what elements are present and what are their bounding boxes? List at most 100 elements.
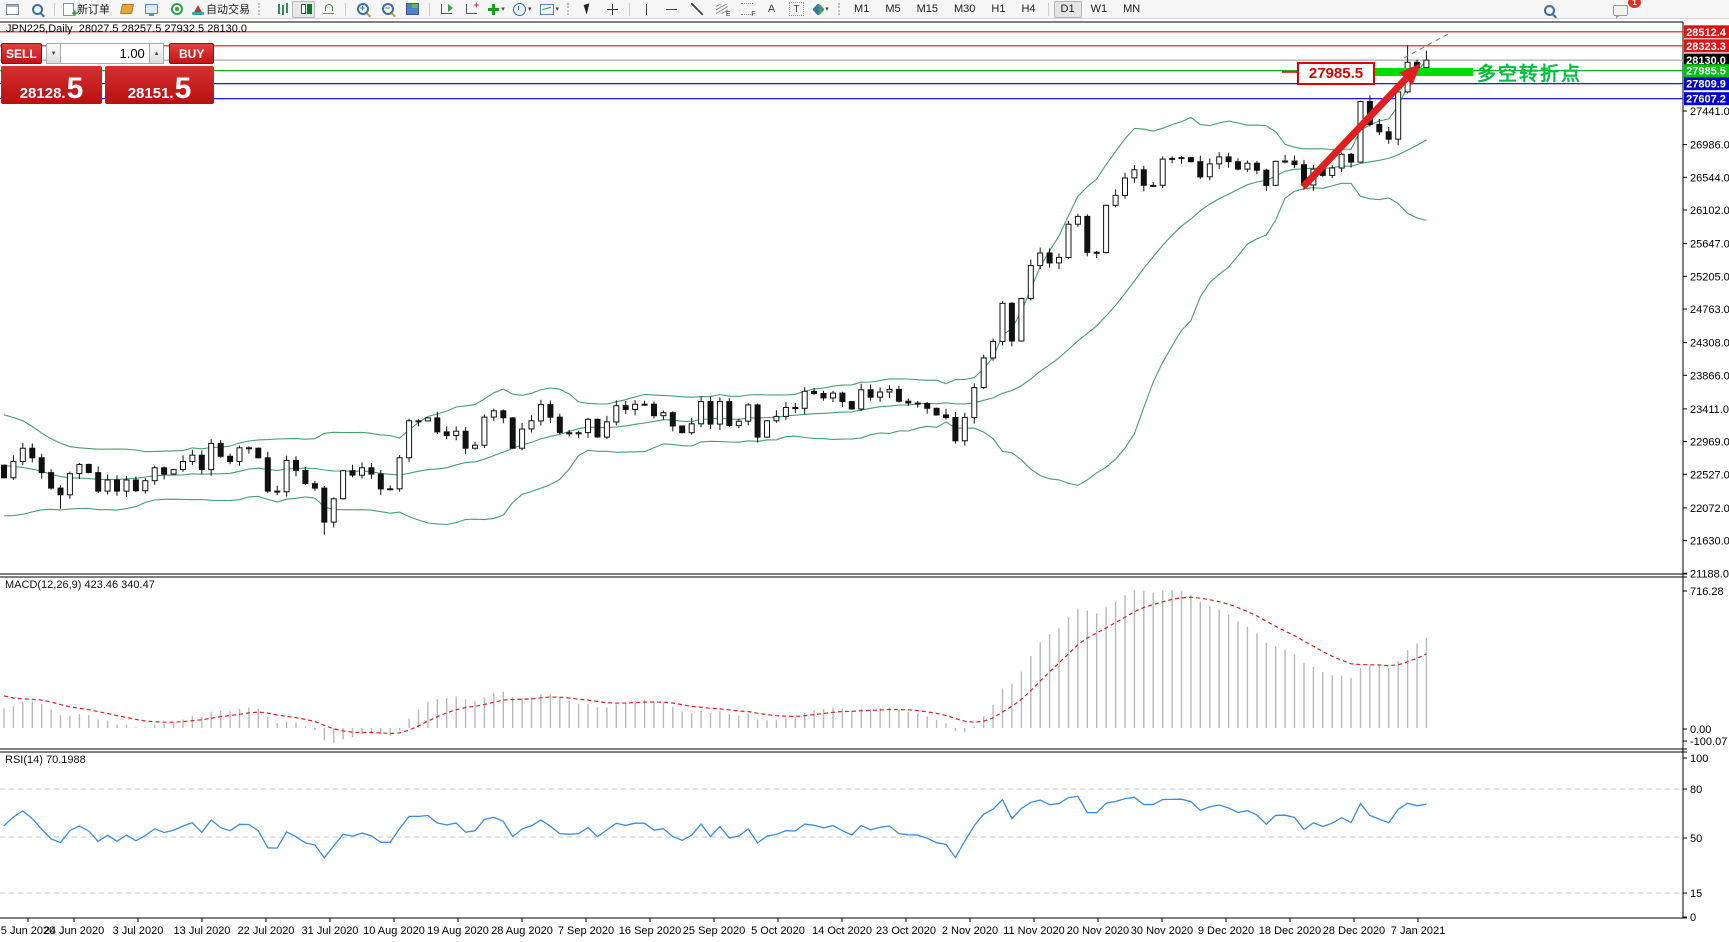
svg-text:3 Jul 2020: 3 Jul 2020	[113, 925, 164, 937]
svg-text:26986.0: 26986.0	[1690, 140, 1729, 152]
svg-text:24 Jun 2020: 24 Jun 2020	[44, 925, 105, 937]
svg-text:25205.0: 25205.0	[1690, 271, 1729, 283]
tab-m30[interactable]: M30	[954, 2, 976, 15]
new-order-button[interactable]: 新订单	[60, 1, 113, 20]
auto-trading-label: 自动交易	[206, 4, 250, 16]
notifications-button[interactable]: 1	[1609, 0, 1641, 19]
one-click-trading-panel: SELL ▼ 1.00 ▲ BUY 28128. 5 28151. 5	[1, 43, 214, 104]
svg-text:28512.4: 28512.4	[1686, 27, 1727, 39]
macd-indicator-label: MACD(12,26,9) 423.46 340.47	[5, 579, 155, 591]
equidistant-channel-tool-icon[interactable]	[710, 1, 733, 18]
sell-price-box[interactable]: 28128. 5	[1, 66, 102, 104]
sell-button[interactable]: SELL	[1, 43, 42, 64]
svg-text:26544.0: 26544.0	[1690, 172, 1729, 184]
toolbar-separator	[345, 2, 346, 16]
svg-text:27607.2: 27607.2	[1686, 94, 1726, 106]
tile-windows-icon[interactable]	[401, 1, 424, 18]
svg-text:26102.0: 26102.0	[1690, 205, 1729, 217]
arrows-tool-icon[interactable]: ▾	[810, 1, 833, 18]
new-order-icon	[63, 2, 78, 20]
toolbar-separator	[1047, 2, 1049, 16]
svg-text:28 Aug 2020: 28 Aug 2020	[491, 925, 553, 937]
svg-text:80: 80	[1690, 784, 1702, 796]
rsi-indicator-label: RSI(14) 70.1988	[5, 754, 86, 766]
chart-title: JPN225,Daily 28027.5 28257.5 27932.5 281…	[6, 23, 247, 35]
buy-button[interactable]: BUY	[169, 43, 214, 64]
line-chart-icon[interactable]	[317, 1, 340, 18]
main-toolbar: 新订单 自动交易 + − ▾ ▾ ▾ ▾ M1	[0, 0, 1729, 20]
svg-text:21630.0: 21630.0	[1690, 536, 1729, 548]
svg-text:9 Dec 2020: 9 Dec 2020	[1198, 925, 1254, 937]
auto-trading-button[interactable]: 自动交易	[190, 1, 253, 18]
tab-h1[interactable]: H1	[991, 2, 1006, 15]
tab-m5[interactable]: M5	[885, 2, 901, 15]
svg-text:28 Dec 2020: 28 Dec 2020	[1323, 925, 1385, 937]
crosshair-tool-icon[interactable]	[601, 1, 624, 18]
template-button[interactable]: ▾	[537, 1, 563, 18]
volume-decrease-button[interactable]: ▼	[45, 43, 62, 64]
plus-icon	[488, 3, 500, 15]
sell-price: 28128.	[19, 85, 66, 102]
buy-price: 28151.	[127, 85, 174, 102]
toolbar-separator	[54, 2, 55, 16]
price-level-annotation[interactable]: 27985.5	[1297, 62, 1375, 85]
terminal-icon[interactable]	[140, 1, 163, 18]
signals-icon[interactable]	[165, 1, 188, 18]
svg-text:30 Nov 2020: 30 Nov 2020	[1131, 925, 1193, 937]
fibonacci-tool-icon[interactable]	[735, 1, 758, 18]
svg-text:27441.0: 27441.0	[1690, 106, 1729, 118]
volume-increase-button[interactable]: ▲	[148, 43, 165, 64]
template-icon	[539, 3, 554, 15]
search-icon[interactable]	[1538, 2, 1561, 19]
horizontal-line-tool-icon[interactable]	[660, 1, 683, 18]
svg-text:21188.0: 21188.0	[1690, 568, 1729, 580]
clock-icon	[513, 2, 526, 16]
buy-price-box[interactable]: 28151. 5	[105, 66, 214, 104]
tab-d1[interactable]: D1	[1053, 0, 1082, 18]
auto-scroll-icon[interactable]	[435, 1, 458, 18]
tab-mn[interactable]: MN	[1123, 2, 1141, 15]
bar-chart-icon[interactable]	[267, 1, 290, 18]
candlestick-chart-icon[interactable]	[292, 0, 315, 18]
svg-text:19 Aug 2020: 19 Aug 2020	[427, 925, 489, 937]
zoom-out-icon[interactable]: −	[376, 1, 399, 18]
svg-text:14 Oct 2020: 14 Oct 2020	[812, 925, 872, 937]
tab-m15[interactable]: M15	[916, 2, 938, 15]
svg-text:10 Aug 2020: 10 Aug 2020	[363, 925, 425, 937]
svg-text:23 Oct 2020: 23 Oct 2020	[876, 925, 936, 937]
svg-text:0.00: 0.00	[1690, 724, 1711, 736]
svg-text:0: 0	[1690, 912, 1696, 924]
trendline-tool-icon[interactable]	[685, 1, 708, 18]
add-indicator-button[interactable]: ▾	[485, 1, 508, 18]
svg-text:28130.0: 28130.0	[1686, 55, 1726, 67]
svg-text:5 Oct 2020: 5 Oct 2020	[751, 925, 805, 937]
svg-text:16 Sep 2020: 16 Sep 2020	[619, 925, 681, 937]
chart-shift-icon[interactable]	[460, 0, 483, 18]
period-button[interactable]: ▾	[510, 1, 535, 18]
zoom-in-icon[interactable]: +	[351, 1, 374, 18]
text-label-tool-icon[interactable]	[785, 1, 808, 18]
tab-w1[interactable]: W1	[1090, 2, 1108, 15]
new-order-label: 新订单	[77, 4, 110, 16]
svg-text:5 Jun 2020: 5 Jun 2020	[1, 925, 55, 937]
text-tool-icon[interactable]	[760, 1, 783, 18]
market-watch-icon[interactable]	[26, 1, 49, 18]
cursor-tool-icon[interactable]	[576, 1, 599, 18]
svg-text:13 Jul 2020: 13 Jul 2020	[174, 925, 231, 937]
svg-text:25 Sep 2020: 25 Sep 2020	[683, 925, 745, 937]
toolbar-separator	[629, 2, 631, 16]
svg-text:2 Nov 2020: 2 Nov 2020	[942, 925, 998, 937]
tab-h4[interactable]: H4	[1021, 2, 1036, 15]
turning-point-note[interactable]: 多空转折点	[1477, 64, 1583, 85]
chart-window-icon[interactable]	[1, 1, 24, 18]
toolbar-grip	[567, 3, 571, 15]
volume-input[interactable]: 1.00	[61, 43, 149, 64]
styler-icon[interactable]	[115, 1, 138, 18]
svg-text:25647.0: 25647.0	[1690, 239, 1729, 251]
svg-text:50: 50	[1690, 833, 1702, 845]
chart-symbol-period: JPN225,Daily	[6, 23, 73, 35]
tab-m1[interactable]: M1	[854, 2, 870, 15]
vertical-line-tool-icon[interactable]	[635, 1, 658, 18]
